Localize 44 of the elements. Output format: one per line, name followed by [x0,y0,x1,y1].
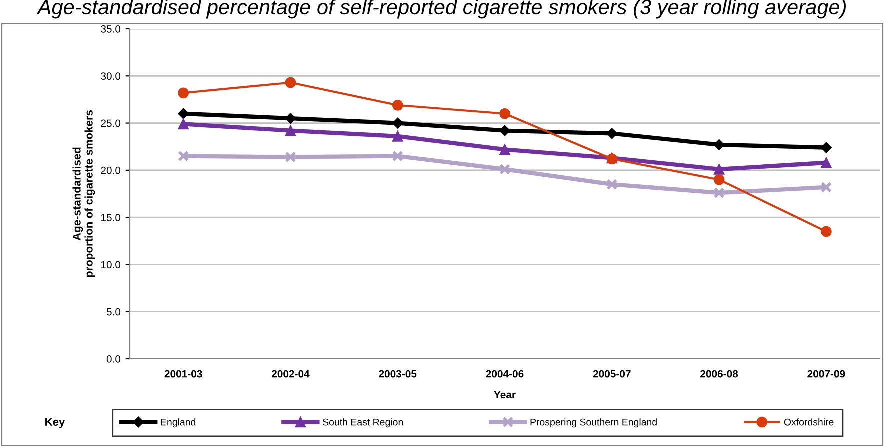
x-tick-label: 2003-05 [379,370,417,378]
point [285,77,296,88]
point [392,100,404,111]
y-tick-label: 35.0 [101,26,121,33]
y-tick-label: 30.0 [101,72,121,80]
legend-label: Prospering Southern England [530,418,657,428]
point [714,164,725,175]
x-tick-label: 2001-03 [164,370,202,378]
point [606,179,618,190]
point [178,88,189,99]
point [821,157,832,168]
legend-label: South East Region [323,418,403,428]
point [606,128,618,140]
legend-title: Key [46,418,66,428]
x-tick-label: 2002-04 [272,370,310,378]
point [500,108,510,120]
point [500,125,510,136]
x-tick-label: 2007-09 [808,370,846,378]
point [714,174,725,186]
y-tick-label: 10.0 [101,261,121,269]
x-tick-label: 2004-06 [486,370,524,378]
point [178,150,190,162]
point [392,131,404,142]
x-tick-label: 2005-07 [593,370,631,378]
point [821,226,832,238]
x-tick-label: 2006-08 [700,370,738,378]
y-tick-label: 15.0 [101,214,121,222]
y-tick-label: 5.0 [106,308,121,316]
point [392,150,404,162]
legend-label: Oxfordshire [784,418,834,426]
y-tick-label: 0.0 [106,356,121,363]
point [285,113,296,124]
y-tick-label: 20.0 [101,166,121,174]
point [178,118,189,130]
point [500,144,510,156]
point [820,182,832,193]
point [285,152,296,163]
x-axis-title: Year [494,391,516,399]
point [499,164,511,176]
legend-label: England [161,418,196,428]
point [285,125,296,136]
y-tick-label: 25.0 [101,120,121,128]
y-axis-title: Age-standardised proportion of cigarette smokers [72,110,96,278]
point [714,188,725,199]
